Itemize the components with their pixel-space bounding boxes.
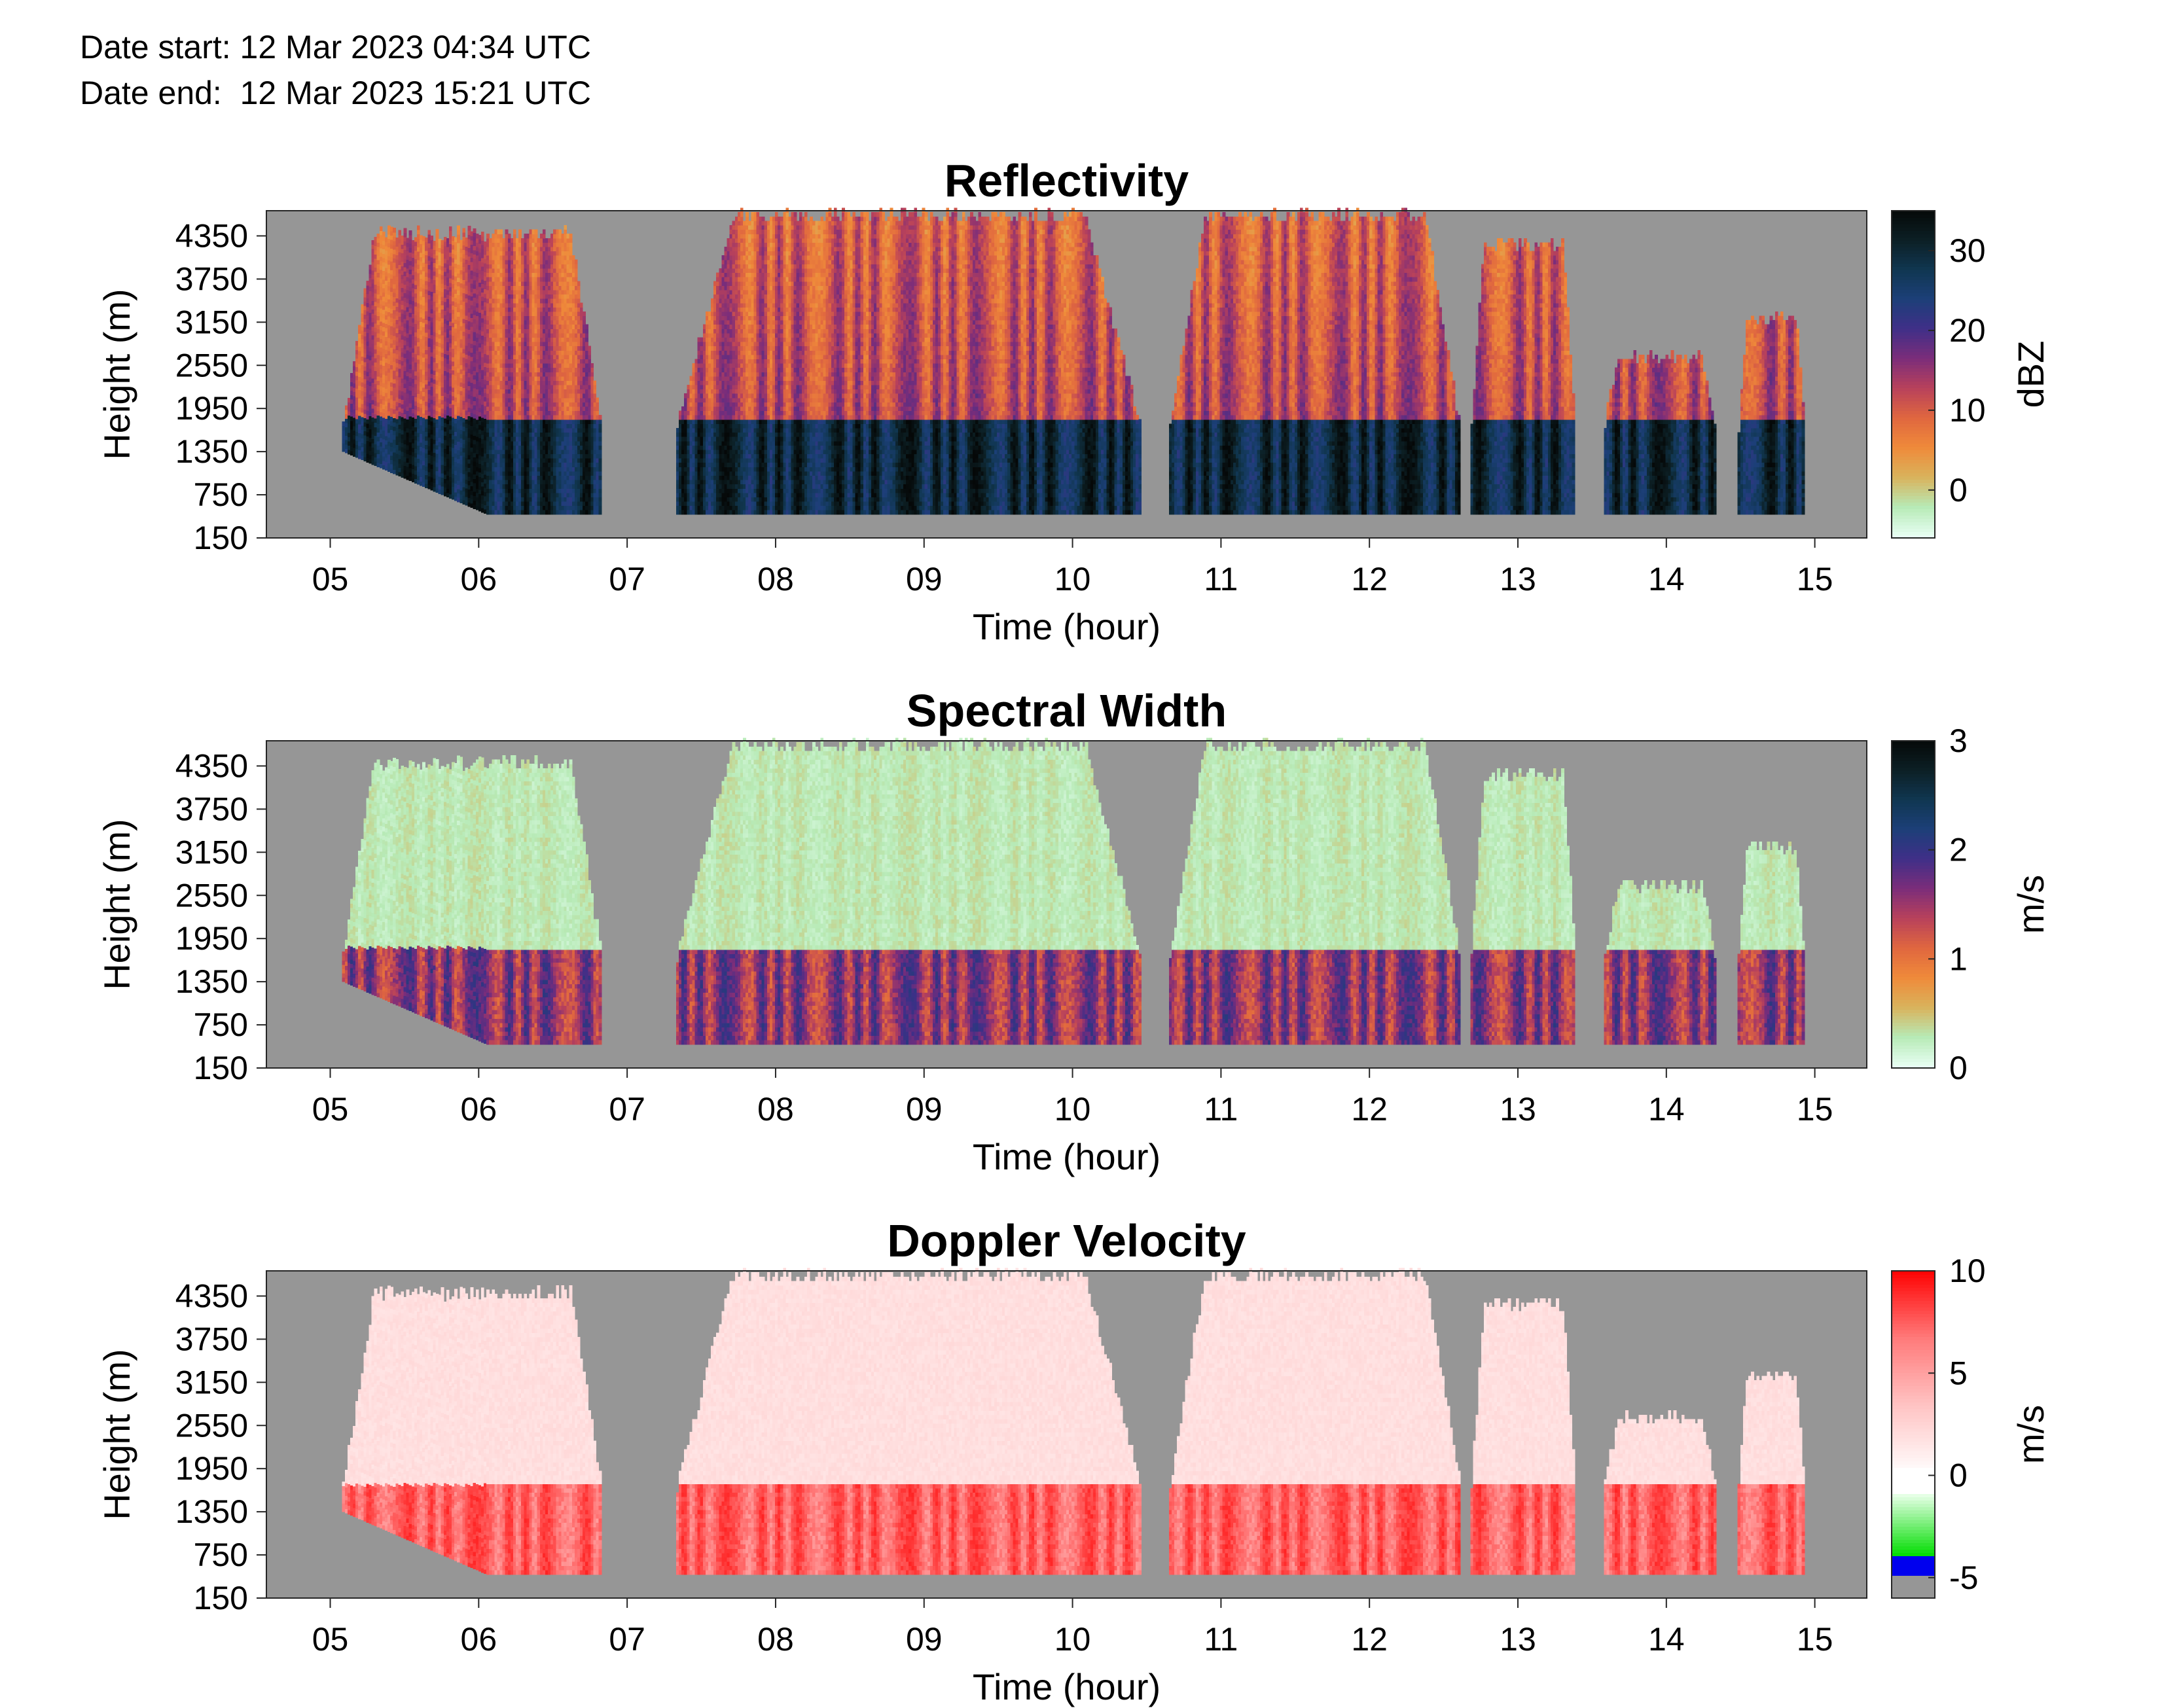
- colorbar-tick-label: 0: [1949, 1457, 1968, 1494]
- x-tick-label: 10: [1054, 1621, 1091, 1658]
- colorbar-tick-label: 20: [1949, 312, 1986, 349]
- x-axis-label: Time (hour): [973, 606, 1161, 647]
- panel-3: Doppler Velocity150750135019502550315037…: [96, 1215, 2051, 1707]
- colorbar: [1892, 741, 1935, 1069]
- x-tick-label: 13: [1500, 1091, 1536, 1128]
- x-tick-label: 09: [906, 561, 943, 597]
- colorbar-tick-label: 10: [1949, 1253, 1986, 1289]
- y-tick-label: 750: [194, 1537, 248, 1573]
- colorbar-tick-label: 0: [1949, 472, 1968, 508]
- colorbar-tick-label: 30: [1949, 232, 1986, 269]
- y-tick-label: 3150: [175, 304, 248, 340]
- x-tick-label: 10: [1054, 1091, 1091, 1128]
- x-tick-label: 07: [609, 561, 645, 597]
- colorbar-tick-label: 10: [1949, 392, 1986, 429]
- panel-1: Reflectivity1507501350195025503150375043…: [96, 155, 2051, 647]
- colorbar: [1892, 1271, 1935, 1599]
- x-tick-label: 12: [1351, 561, 1388, 597]
- y-axis-label: Height (m): [96, 289, 137, 459]
- panel-title: Spectral Width: [907, 685, 1227, 736]
- y-tick-label: 1350: [175, 963, 248, 1000]
- colorbar: [1892, 211, 1935, 539]
- colorbar-tick-label: 2: [1949, 832, 1968, 868]
- colorbar-tick-label: 0: [1949, 1050, 1968, 1086]
- x-tick-label: 13: [1500, 561, 1536, 597]
- x-tick-label: 10: [1054, 561, 1091, 597]
- x-tick-label: 11: [1204, 1621, 1238, 1658]
- x-tick-label: 15: [1797, 1621, 1833, 1658]
- y-tick-label: 2550: [175, 1407, 248, 1444]
- x-tick-label: 15: [1797, 561, 1833, 597]
- colorbar-label: m/s: [2010, 875, 2051, 934]
- x-tick-label: 11: [1204, 1091, 1238, 1128]
- x-axis-label: Time (hour): [973, 1666, 1161, 1707]
- panel-title: Doppler Velocity: [887, 1215, 1246, 1266]
- y-tick-label: 4350: [175, 217, 248, 254]
- x-tick-label: 09: [906, 1091, 943, 1128]
- x-tick-label: 05: [312, 1091, 349, 1128]
- panel-2: Spectral Width15075013501950255031503750…: [96, 685, 2051, 1177]
- x-tick-label: 08: [757, 561, 794, 597]
- x-tick-label: 14: [1648, 561, 1685, 597]
- colorbar-tick-label: -5: [1949, 1559, 1978, 1596]
- y-tick-label: 750: [194, 1006, 248, 1043]
- y-tick-label: 1950: [175, 920, 248, 957]
- y-tick-label: 3750: [175, 1321, 248, 1357]
- x-tick-label: 05: [312, 1621, 349, 1658]
- x-tick-label: 15: [1797, 1091, 1833, 1128]
- colorbar-tick-label: 3: [1949, 722, 1968, 759]
- y-tick-label: 4350: [175, 1277, 248, 1314]
- x-tick-label: 09: [906, 1621, 943, 1658]
- y-tick-label: 2550: [175, 347, 248, 383]
- y-axis-label: Height (m): [96, 1349, 137, 1520]
- y-tick-label: 1350: [175, 433, 248, 470]
- colorbar-tick-label: 1: [1949, 940, 1968, 977]
- x-tick-label: 14: [1648, 1091, 1685, 1128]
- y-tick-label: 1950: [175, 1450, 248, 1487]
- x-tick-label: 11: [1204, 561, 1238, 597]
- colorbar-tick-label: 5: [1949, 1355, 1968, 1391]
- x-tick-label: 08: [757, 1091, 794, 1128]
- y-tick-label: 3750: [175, 791, 248, 827]
- y-tick-label: 150: [194, 1050, 248, 1086]
- x-tick-label: 06: [461, 561, 497, 597]
- x-tick-label: 06: [461, 1621, 497, 1658]
- x-tick-label: 08: [757, 1621, 794, 1658]
- y-tick-label: 1950: [175, 390, 248, 427]
- colorbar-label: m/s: [2010, 1405, 2051, 1464]
- x-tick-label: 12: [1351, 1621, 1388, 1658]
- colorbar-label: dBZ: [2010, 341, 2051, 408]
- y-tick-label: 750: [194, 476, 248, 513]
- x-tick-label: 06: [461, 1091, 497, 1128]
- y-tick-label: 2550: [175, 877, 248, 914]
- y-tick-label: 150: [194, 1580, 248, 1616]
- x-axis-label: Time (hour): [973, 1136, 1161, 1177]
- x-tick-label: 07: [609, 1091, 645, 1128]
- y-tick-label: 150: [194, 520, 248, 556]
- y-tick-label: 3150: [175, 1364, 248, 1400]
- panel-title: Reflectivity: [945, 155, 1189, 206]
- y-tick-label: 1350: [175, 1493, 248, 1530]
- x-tick-label: 14: [1648, 1621, 1685, 1658]
- y-tick-label: 3750: [175, 260, 248, 297]
- y-tick-label: 4350: [175, 747, 248, 784]
- y-tick-label: 3150: [175, 834, 248, 870]
- figure-canvas: Reflectivity1507501350195025503150375043…: [0, 0, 2160, 1708]
- x-tick-label: 05: [312, 561, 349, 597]
- x-tick-label: 13: [1500, 1621, 1536, 1658]
- y-axis-label: Height (m): [96, 819, 137, 989]
- x-tick-label: 07: [609, 1621, 645, 1658]
- x-tick-label: 12: [1351, 1091, 1388, 1128]
